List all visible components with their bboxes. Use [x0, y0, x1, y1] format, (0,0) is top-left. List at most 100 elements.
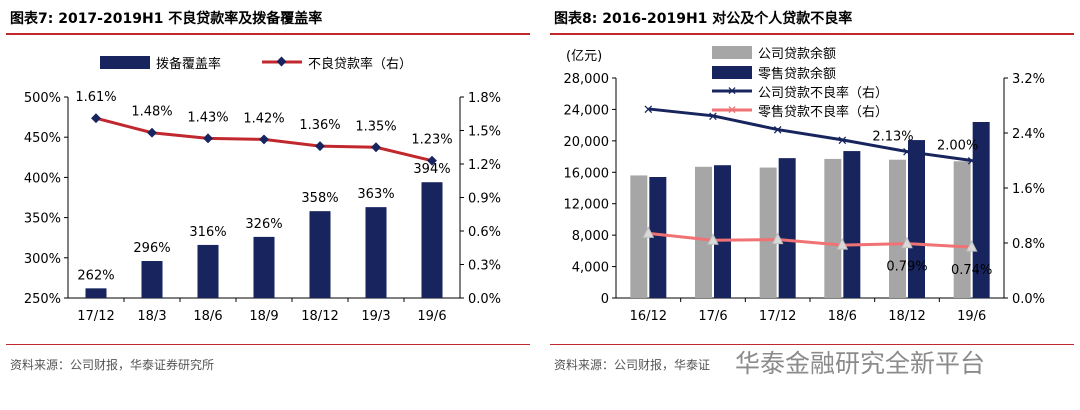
x-tick-label: 18/12 — [888, 309, 925, 324]
y-tick-label-left: 300% — [24, 252, 61, 267]
bar-value-label: 316% — [189, 225, 226, 240]
bar — [309, 211, 331, 298]
source-divider — [550, 344, 1074, 345]
y-tick-label-right: 0.9% — [468, 192, 501, 207]
y-tick-label-right: 0.8% — [1012, 237, 1045, 252]
bar-retail — [972, 122, 990, 298]
y-tick-label-left: 12,000 — [564, 198, 610, 213]
bar — [253, 236, 275, 298]
y-tick-label-right: 3.2% — [1012, 72, 1045, 87]
y-unit-label: (亿元) — [566, 49, 602, 64]
x-tick-label: 18/12 — [301, 309, 338, 324]
chart-left-svg: 拨备覆盖率 不良贷款率（右） 250% 300% 350% 400% 450% 500% 0.0… — [24, 56, 501, 324]
legend-swatch-bar — [100, 56, 150, 69]
legend-marker: ✕ — [727, 84, 737, 98]
line-point — [642, 226, 655, 238]
y-tick-label-right: 1.5% — [468, 125, 501, 140]
bar-retail — [649, 177, 667, 298]
bar-retail — [843, 151, 861, 298]
line-point — [836, 237, 849, 250]
bar — [141, 261, 163, 298]
source-divider — [6, 344, 530, 345]
x-tick-label: 18/3 — [137, 309, 166, 324]
y-tick-label-right: 0.0% — [468, 292, 501, 307]
y-tick-label-left: 8,000 — [572, 229, 609, 244]
bar-value-label: 363% — [357, 187, 394, 202]
line-value-label: 1.35% — [355, 119, 396, 134]
bar-corporate — [630, 175, 648, 298]
x-tick-label: 18/6 — [828, 309, 857, 324]
bar-value-label: 262% — [77, 268, 114, 283]
x-tick-label: 17/12 — [77, 309, 114, 324]
legend-marker — [276, 56, 287, 67]
line-point — [771, 232, 784, 245]
bar-retail — [714, 165, 731, 298]
line-value-label: 1.36% — [299, 118, 340, 133]
line-value-label: 0.74% — [951, 263, 992, 278]
line-point — [965, 240, 978, 252]
bar-value-label: 296% — [133, 241, 170, 256]
legend-marker: ✕ — [727, 103, 737, 117]
x-tick-label: 19/3 — [361, 309, 390, 324]
bar-corporate — [695, 166, 712, 298]
y-tick-label-right: 0.0% — [1012, 292, 1045, 307]
y-tick-label-left: 250% — [24, 292, 61, 307]
chart-title: 图表7: 2017-2019H1 不良贷款率及拨备覆盖率 — [10, 11, 323, 27]
chart-panel-left: 图表7: 2017-2019H1 不良贷款率及拨备覆盖率 拨备覆盖率 不良贷款率（… — [0, 0, 536, 410]
legend-label: 公司贷款不良率（右） — [758, 85, 888, 101]
bar-value-label: 394% — [413, 162, 450, 177]
y-tick-label-left: 500% — [24, 91, 61, 106]
y-tick-label-right: 0.6% — [468, 225, 501, 240]
line-value-label: 0.79% — [886, 260, 927, 275]
line-series — [648, 107, 972, 162]
y-tick-label-left: 20,000 — [564, 135, 610, 150]
legend-swatch-bar — [712, 66, 752, 79]
line-point — [147, 127, 157, 138]
legend-label: 拨备覆盖率 — [156, 56, 221, 72]
x-tick-label: 19/6 — [957, 309, 986, 324]
bar-corporate — [759, 167, 777, 298]
x-tick-label: 17/12 — [759, 309, 796, 324]
line-point — [259, 134, 269, 145]
line-point: ✕ — [643, 103, 654, 118]
y-tick-label-left: 4,000 — [572, 261, 609, 276]
x-tick-label: 16/12 — [630, 309, 667, 324]
title-divider — [6, 33, 530, 35]
line-point: ✕ — [708, 110, 719, 125]
line-point: ✕ — [966, 155, 977, 170]
source-note: 资料来源：公司财报，华泰证券研究所 — [10, 358, 215, 372]
legend-label: 不良贷款率（右） — [308, 56, 412, 72]
line-value-label: 2.00% — [937, 139, 978, 154]
bar-corporate — [953, 161, 971, 298]
line-point — [371, 142, 381, 153]
y-tick-label-right: 1.2% — [468, 158, 501, 173]
bar-retail — [778, 158, 796, 298]
bar-value-label: 358% — [301, 191, 338, 206]
x-tick-label: 17/6 — [698, 309, 727, 324]
line-point: ✕ — [837, 134, 848, 149]
y-tick-label-right: 1.6% — [1012, 182, 1045, 197]
title-divider — [550, 33, 1074, 35]
y-tick-label-left: 350% — [24, 212, 61, 227]
watermark-text: 华泰金融研究全新平台 — [735, 349, 986, 378]
bar-corporate — [824, 158, 842, 298]
line-point — [91, 113, 101, 124]
y-tick-label-right: 1.8% — [468, 91, 501, 106]
line-point: ✕ — [772, 124, 783, 139]
legend-label: 公司贷款余额 — [758, 46, 836, 62]
bar-retail — [908, 140, 925, 298]
line-point: ✕ — [902, 146, 913, 161]
x-tick-label: 19/6 — [417, 309, 446, 324]
line-point — [315, 141, 325, 152]
line-value-label: 1.42% — [243, 111, 284, 126]
source-note: 资料来源：公司财报，华泰证 — [554, 358, 711, 372]
line-point — [707, 233, 719, 245]
x-tick-label: 18/9 — [249, 309, 278, 324]
bar — [85, 288, 107, 298]
legend-label: 零售贷款余额 — [758, 66, 836, 82]
line-value-label: 1.48% — [131, 105, 172, 120]
line-series — [648, 231, 972, 249]
line-point — [901, 236, 913, 249]
y-tick-label-right: 2.4% — [1012, 127, 1045, 142]
